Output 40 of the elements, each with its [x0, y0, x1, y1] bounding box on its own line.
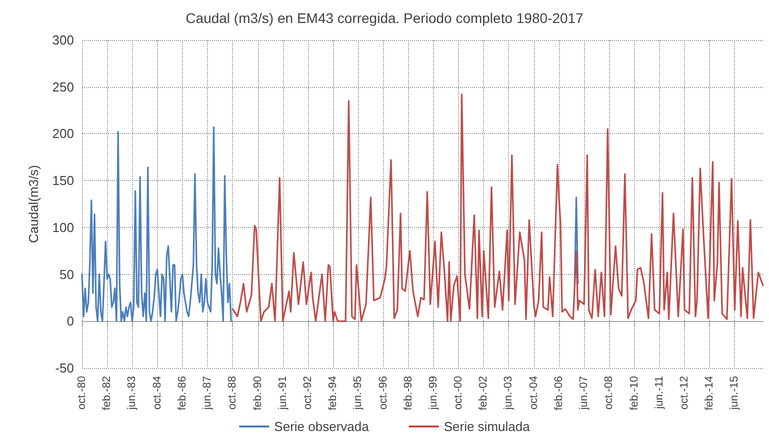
x-tick-label: feb.-94	[327, 376, 340, 410]
x-tick-label: oct.-80	[76, 376, 88, 410]
x-tick-label: jun.-99	[427, 376, 440, 411]
x-tick-label: jun.-07	[578, 376, 590, 411]
y-tick-label: 50	[60, 266, 74, 282]
x-tick-label: oct.-92	[302, 376, 314, 410]
y-tick-label: -50	[55, 360, 74, 376]
x-tick-label: oct.-96	[377, 376, 390, 410]
x-tick-label: jun.-83	[126, 376, 138, 411]
x-tick-label: oct.-08	[603, 376, 616, 410]
x-tick-label: oct.-00	[452, 376, 465, 410]
x-tick-label: feb.-90	[252, 376, 264, 410]
x-tick-label: feb.-86	[176, 376, 188, 410]
x-tick-label: jun.-15	[728, 376, 741, 411]
y-tick-label: 200	[52, 126, 74, 142]
x-tick-label: oct.-84	[151, 376, 164, 410]
y-tick-label: 100	[52, 220, 74, 235]
line-series	[232, 94, 764, 322]
x-tick-label: oct.-12	[678, 376, 691, 410]
x-tick-label: oct.-04	[528, 376, 540, 410]
y-axis-title: Caudal(m3/s)	[26, 164, 41, 244]
x-tick-label: feb.-02	[478, 376, 490, 410]
x-tick-label: jun.-03	[502, 376, 515, 411]
x-tick-label: feb.-98	[402, 376, 414, 410]
y-tick-label: 0	[66, 314, 74, 329]
y-tick-label: 300	[52, 32, 74, 48]
x-tick-label: jun.-87	[201, 376, 214, 411]
x-tick-label: jun.-91	[276, 376, 289, 411]
x-tick-label: jun.-11	[653, 376, 666, 410]
x-tick-label: feb.-06	[553, 376, 566, 410]
x-tick-label: oct.-88	[226, 376, 239, 410]
y-tick-label: 250	[52, 79, 74, 94]
y-tick-label: 150	[52, 173, 74, 188]
x-tick-label: feb.-14	[704, 376, 716, 410]
x-tick-label: feb.-10	[628, 376, 640, 410]
chart-title: Caudal (m3/s) en EM43 corregida. Periodo completo 1980-2017	[186, 10, 584, 26]
legend-label: Serie observada	[274, 419, 370, 434]
x-tick-label: jun.-95	[352, 376, 364, 411]
legend-label: Serie simulada	[444, 419, 531, 434]
x-tick-label: feb.-82	[101, 376, 114, 410]
